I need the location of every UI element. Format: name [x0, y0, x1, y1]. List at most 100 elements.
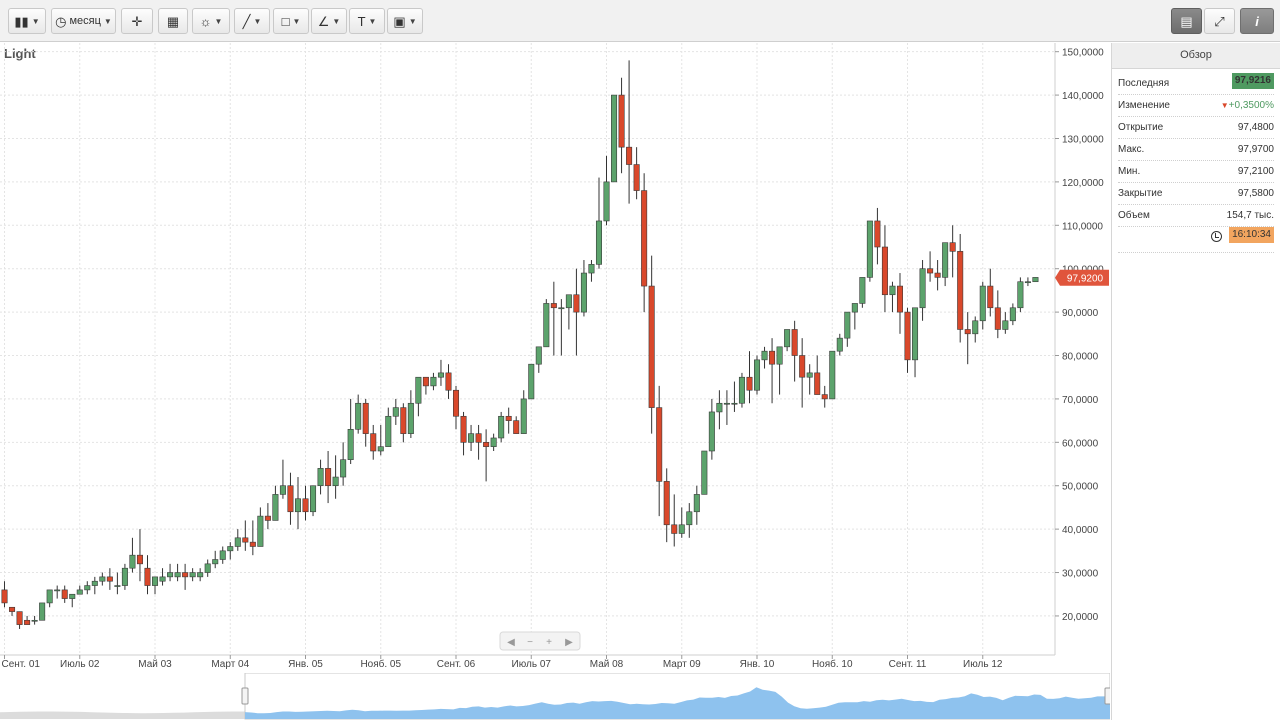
candle-up	[159, 576, 166, 582]
candle-up	[121, 567, 128, 586]
candle-up	[1002, 320, 1009, 330]
zoom-in-icon[interactable]: +	[546, 637, 552, 648]
candle-up	[588, 264, 595, 274]
candle-down	[24, 619, 31, 625]
candle-down	[994, 307, 1001, 330]
candle-down	[302, 498, 309, 513]
image-tool-button[interactable]: ▣ ▼	[387, 8, 423, 34]
candle-up	[859, 277, 866, 304]
chevron-down-icon: ▼	[31, 16, 40, 26]
settings-icon: ☼	[199, 13, 212, 29]
row-label: Мин.	[1118, 166, 1141, 177]
y-tick-label: 50,0000	[1062, 482, 1099, 493]
candle-up	[430, 376, 437, 387]
row-open: Открытие 97,4800	[1118, 117, 1274, 139]
shape-tool-button[interactable]: □ ▼	[273, 8, 309, 34]
candle-up	[972, 320, 979, 335]
fib-tool-button[interactable]: ∠ ▼	[311, 8, 347, 34]
candle-down	[136, 554, 143, 565]
row-value: 154,7 тыс.	[1226, 210, 1274, 221]
candle-down	[814, 372, 821, 395]
text-tool-label: T	[357, 13, 366, 29]
zoom-out-icon[interactable]: −	[527, 637, 533, 648]
candle-down	[242, 537, 249, 543]
candle-down	[927, 268, 934, 274]
candle-up	[723, 402, 730, 405]
candle-down	[791, 329, 798, 356]
candle-up	[272, 494, 279, 521]
candle-up	[1032, 277, 1039, 283]
candle-up	[595, 220, 602, 265]
candle-up	[174, 572, 181, 578]
candle-down	[896, 285, 903, 313]
candle-up	[1009, 307, 1016, 322]
navigator[interactable]	[0, 673, 1110, 720]
candle-up	[528, 363, 535, 400]
info-icon: i	[1255, 13, 1259, 29]
navigator-handle-right[interactable]	[1104, 687, 1110, 705]
candle-up	[407, 402, 414, 434]
row-label: Объем	[1118, 210, 1150, 221]
candle-down	[626, 146, 633, 165]
candle-down	[400, 407, 407, 434]
candle-up	[340, 459, 347, 478]
row-change: Изменение ▼+0,3500%	[1118, 95, 1274, 117]
row-close: Закрытие 97,5800	[1118, 183, 1274, 205]
candlestick-icon: ▮▮	[14, 13, 29, 29]
scroll-right-icon[interactable]: ▶	[565, 637, 573, 648]
candle-down	[799, 355, 806, 378]
candle-up	[332, 476, 339, 487]
screen-button[interactable]: ▤	[1171, 8, 1202, 34]
indicators-button[interactable]: ▦	[158, 8, 188, 34]
candle-down	[987, 285, 994, 309]
candle-up	[851, 303, 858, 313]
candlestick-chart[interactable]: 20,0000 30,0000 40,0000 50,0000 60,0000 70,00…	[0, 43, 1110, 673]
crosshair-icon: ✛	[131, 13, 143, 29]
period-label: месяц	[69, 15, 101, 27]
candle-down	[445, 372, 452, 391]
x-tick-label: Сент. 06	[437, 659, 476, 670]
candle-up	[716, 402, 723, 413]
chevron-down-icon: ▼	[103, 16, 112, 26]
candle-up	[91, 580, 98, 586]
crosshair-button[interactable]: ✛	[121, 8, 153, 34]
candle-down	[934, 272, 941, 278]
chart-type-button[interactable]: ▮▮ ▼	[8, 8, 46, 34]
price-badge	[1055, 269, 1109, 286]
price-badge-label: 97,9200	[1067, 274, 1104, 285]
candle-down	[182, 572, 189, 578]
scroll-left-icon[interactable]: ◀	[507, 637, 515, 648]
y-tick-label: 90,0000	[1062, 308, 1099, 319]
candle-down	[106, 576, 113, 582]
navigator-area	[245, 687, 1110, 719]
candle-down	[249, 541, 256, 547]
navigator-handle-left[interactable]	[241, 687, 249, 705]
info-button[interactable]: i	[1240, 8, 1274, 34]
candle-down	[641, 190, 648, 287]
candle-up	[39, 602, 46, 621]
fullscreen-icon: ⤢	[1214, 13, 1225, 29]
x-tick-label: Март 04	[211, 659, 249, 670]
candle-down	[362, 402, 369, 434]
candle-up	[257, 515, 264, 547]
candle-up	[979, 285, 986, 322]
line-tool-button[interactable]: ╱ ▼	[234, 8, 270, 34]
studies-button[interactable]: ☼ ▼	[192, 8, 230, 34]
x-tick-label: Нояб. 05	[360, 658, 401, 670]
candle-down	[633, 164, 640, 191]
text-tool-button[interactable]: T ▼	[349, 8, 385, 34]
period-button[interactable]: ◷ месяц ▼	[51, 8, 116, 34]
candle-up	[603, 181, 610, 222]
y-tick-label: 110,0000	[1062, 221, 1103, 232]
row-last: Последняя 97,9216	[1118, 73, 1274, 95]
candle-up	[919, 268, 926, 309]
candle-up	[189, 572, 196, 578]
fullscreen-button[interactable]: ⤢	[1204, 8, 1235, 34]
candle-down	[9, 606, 16, 612]
candle-down	[573, 294, 580, 313]
candle-up	[114, 585, 121, 587]
line-icon: ╱	[242, 13, 251, 29]
candle-up	[31, 619, 38, 622]
candle-down	[287, 485, 294, 513]
candle-up	[520, 398, 527, 434]
